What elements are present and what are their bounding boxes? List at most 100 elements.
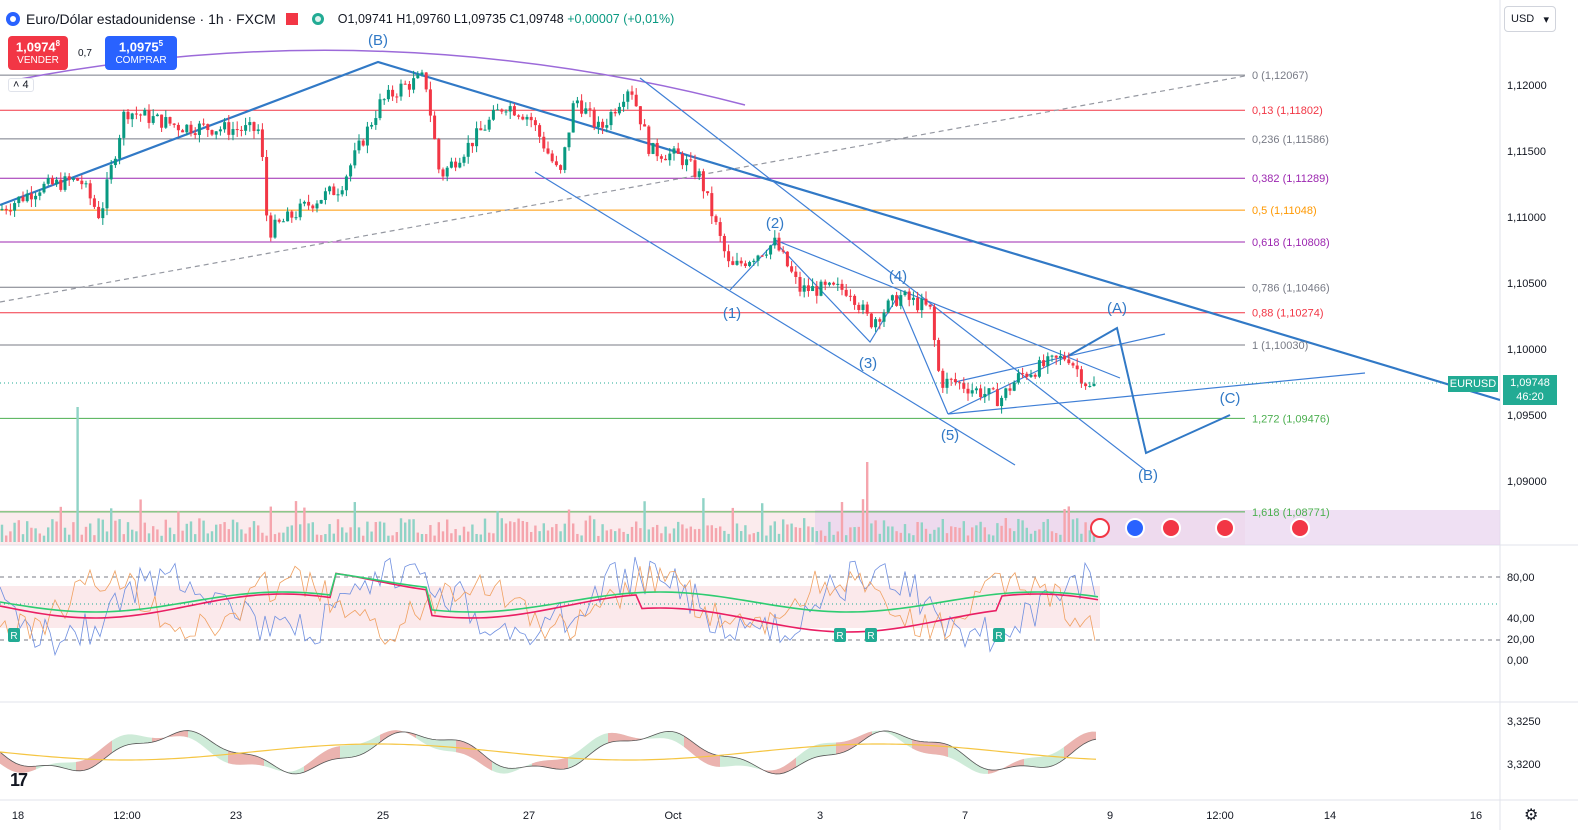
flag-icon[interactable] [285, 13, 298, 25]
candle-body [357, 140, 361, 151]
volume-bar [324, 534, 327, 542]
candle-body [206, 124, 210, 131]
candle-body [269, 215, 273, 238]
event-icons[interactable] [1090, 518, 1310, 538]
dashed-trendline[interactable] [0, 75, 1246, 303]
volume-bar [882, 520, 886, 542]
candle-body [617, 106, 621, 114]
candle-body [260, 129, 264, 157]
candle-body [781, 250, 785, 252]
candle-body [378, 99, 382, 119]
us-event-icon[interactable] [1161, 518, 1181, 538]
volume-bar [546, 530, 550, 542]
volume-bar [38, 533, 41, 542]
tradingview-logo-icon[interactable]: 17 [10, 770, 28, 790]
candle-body [869, 313, 873, 328]
rsi-axis-label: 40,00 [1507, 613, 1535, 625]
volume-bar [189, 521, 193, 542]
volume-bar [660, 533, 663, 542]
candle-body [853, 295, 857, 305]
volume-bar [72, 522, 75, 542]
lightning-event-icon[interactable] [1090, 518, 1110, 538]
candle-body [407, 84, 411, 90]
channel-lower[interactable] [534, 171, 1016, 466]
oscillator-fill-down [0, 752, 36, 773]
wave-label: (C) [1220, 390, 1241, 407]
symbol-icon[interactable] [6, 12, 20, 26]
volume-bar [534, 525, 537, 542]
candle-body [529, 116, 533, 121]
volume-bar [714, 528, 718, 542]
price-axis-label: 1,11500 [1507, 146, 1546, 158]
volume-bar [597, 535, 600, 542]
volume-bar [47, 527, 50, 542]
channel-mid[interactable] [774, 239, 1121, 379]
eu-event-icon[interactable] [1125, 518, 1145, 538]
volume-bar [1034, 530, 1037, 542]
osc-axis-label: 3,3200 [1507, 759, 1541, 771]
impulse-wave[interactable] [729, 241, 949, 415]
candle-body [932, 306, 936, 341]
trend-lines[interactable] [0, 49, 1500, 471]
currency-select[interactable]: USD ▾ [1504, 6, 1556, 32]
volume-bar [131, 529, 134, 542]
rsi-line [0, 572, 1099, 633]
candle-body [63, 176, 67, 190]
volume-bar [719, 526, 722, 542]
candle-body [416, 74, 420, 79]
candle-body [638, 106, 642, 125]
us-event-icon[interactable] [1215, 518, 1235, 538]
indicators-collapse-button[interactable]: ˄ 4 [8, 78, 34, 92]
volume-bar [173, 534, 176, 542]
volume-bar [647, 529, 650, 542]
channel-upper[interactable] [639, 77, 1146, 471]
candle-body [832, 282, 836, 285]
candle-body [227, 122, 231, 135]
abc-projection[interactable] [1067, 326, 1231, 455]
volume-bar [572, 523, 575, 542]
volume-bar [765, 535, 768, 542]
symbol-title[interactable]: Euro/Dólar estadounidense · 1h · FXCM [26, 11, 276, 27]
candle-body [995, 389, 999, 407]
candle-body [764, 254, 768, 256]
volume-bar [954, 527, 957, 542]
candle-body [202, 123, 206, 125]
symbol-price-tag: EURUSD [1448, 376, 1498, 392]
volume-bar [777, 533, 781, 542]
us-event-icon[interactable] [1290, 518, 1310, 538]
buy-button[interactable]: 1,09755 COMPRAR [105, 36, 177, 70]
candle-body [256, 129, 260, 132]
fibonacci-levels[interactable] [0, 74, 1245, 513]
volume-bar [80, 534, 83, 542]
oscillator-fill-down [76, 740, 112, 771]
rsi-axis-label: 0,00 [1507, 655, 1528, 667]
last-price-value: 1,09748 [1510, 377, 1550, 389]
volume-bar [471, 524, 474, 542]
rsi-axis-label: 80,00 [1507, 572, 1535, 584]
candle-body [794, 271, 798, 277]
volume-bar [1038, 529, 1041, 542]
candle-body [218, 129, 222, 132]
candle-body [59, 179, 63, 190]
candle-body [974, 388, 978, 391]
candle-body [575, 100, 579, 104]
sell-button[interactable]: 1,09748 VENDER [8, 36, 68, 70]
volume-bar [853, 527, 856, 542]
volume-bar [693, 529, 697, 542]
price-axis-label: 1,11000 [1507, 212, 1546, 224]
major-trendline[interactable] [0, 60, 1500, 402]
candle-body [4, 208, 8, 211]
volume-bar [903, 524, 907, 542]
volume-bar [492, 533, 495, 542]
wave-label: (B) [368, 32, 388, 49]
settings-gear-icon[interactable]: ⚙ [1524, 807, 1539, 824]
volume-bar [89, 523, 92, 542]
oscillator-indicator[interactable] [0, 730, 1097, 775]
candles[interactable] [0, 69, 1096, 414]
oscillator-fill-down [532, 757, 568, 770]
volume-bar [748, 534, 751, 542]
fib-level-label: 0,618 (1,10808) [1252, 237, 1330, 249]
volume-bar [68, 534, 71, 542]
